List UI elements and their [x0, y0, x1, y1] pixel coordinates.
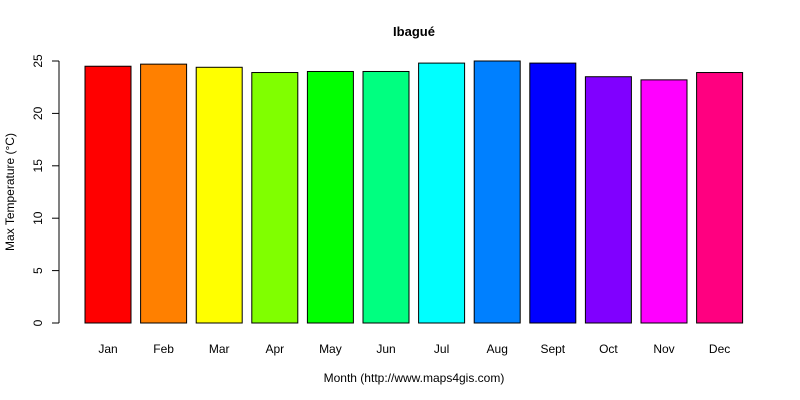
bar-nov: [640, 79, 688, 324]
x-axis-label: Month (http://www.maps4gis.com): [324, 371, 505, 385]
x-tick-label: Jul: [434, 342, 449, 356]
bar-oct: [584, 76, 632, 324]
x-tick-label: Mar: [209, 342, 230, 356]
y-axis: 0 5 10 15 20 25: [31, 54, 60, 326]
bars: [84, 60, 744, 324]
x-tick-label: Dec: [709, 342, 730, 356]
bar-may: [306, 70, 354, 324]
y-tick-label: 15: [31, 159, 45, 173]
bar-feb: [140, 63, 188, 324]
bar-mar: [195, 66, 243, 324]
x-tick-label: Sept: [540, 342, 565, 356]
x-tick-label: Jan: [98, 342, 117, 356]
bar-jun: [362, 70, 410, 324]
x-tick-label: Feb: [153, 342, 174, 356]
bar-apr: [251, 72, 299, 324]
x-tick-label: Apr: [265, 342, 284, 356]
y-tick-label: 25: [31, 54, 45, 68]
y-tick-label: 5: [31, 267, 45, 274]
x-tick-label: Oct: [599, 342, 618, 356]
x-axis-labels: Jan Feb Mar Apr May Jun Jul Aug Sept Oct Nov Dec: [98, 342, 730, 356]
bar-jan: [84, 65, 132, 324]
bar-dec: [696, 72, 744, 324]
y-axis-label: Max Temperature (°C): [3, 133, 17, 251]
x-tick-label: Aug: [487, 342, 508, 356]
x-tick-label: May: [319, 342, 342, 356]
y-tick-label: 0: [31, 319, 45, 326]
x-tick-label: Nov: [653, 342, 674, 356]
y-tick-label: 20: [31, 106, 45, 120]
y-tick-label: 10: [31, 211, 45, 225]
bar-sept: [529, 62, 577, 324]
bar-jul: [418, 62, 466, 324]
x-tick-label: Jun: [376, 342, 395, 356]
bar-aug: [473, 60, 521, 324]
chart-title: Ibagué: [393, 24, 435, 39]
